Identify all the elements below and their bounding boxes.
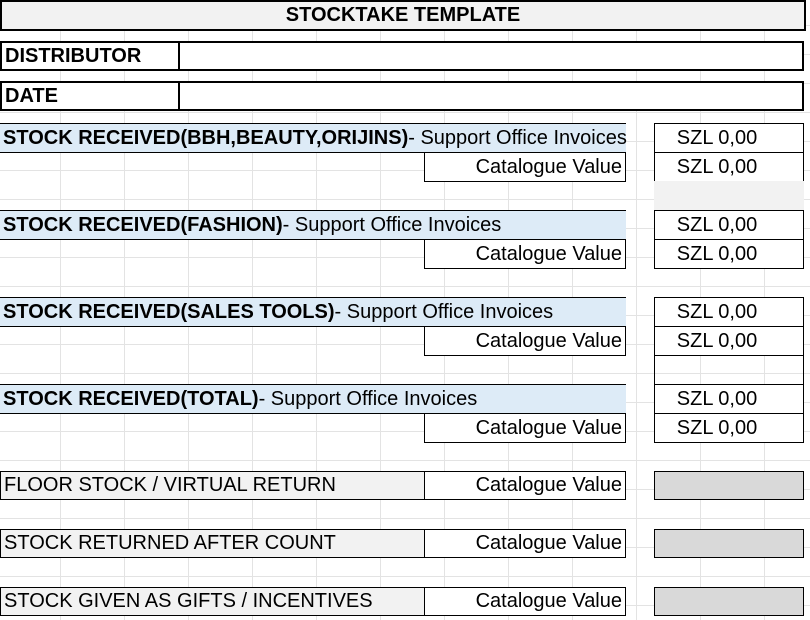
catalogue-value-label: Catalogue Value [424,587,626,616]
catalogue-value-label: Catalogue Value [424,152,626,182]
distributor-input[interactable] [178,41,804,71]
catalogue-value-cell[interactable]: SZL 0,00 [654,413,804,443]
floor-stock-label: FLOOR STOCK / VIRTUAL RETURN [0,471,426,500]
section-title: STOCK RECEIVED(BBH,BEAUTY,ORIJINS) [3,126,409,149]
section-fashion: STOCK RECEIVED(FASHION) - Support Office… [0,210,626,240]
catalogue-value-cell[interactable]: SZL 0,00 [654,326,804,356]
invoice-value-cell[interactable]: SZL 0,00 [654,123,804,153]
invoice-value-cell[interactable]: SZL 0,00 [654,210,804,240]
section-title: STOCK RECEIVED(TOTAL) [3,387,259,410]
stock-gifts-value-cell[interactable] [654,587,804,616]
invoice-value-cell[interactable]: SZL 0,00 [654,297,804,327]
section-title: STOCK RECEIVED(FASHION) [3,213,283,236]
spacer-cell [654,181,804,210]
stock-returned-value-cell[interactable] [654,529,804,558]
catalogue-value-cell[interactable]: SZL 0,00 [654,239,804,269]
catalogue-value-label: Catalogue Value [424,529,626,558]
catalogue-value-label: Catalogue Value [424,326,626,356]
catalogue-value-label: Catalogue Value [424,471,626,500]
catalogue-value-cell[interactable]: SZL 0,00 [654,152,804,182]
catalogue-value-label: Catalogue Value [424,413,626,443]
date-label: DATE [0,81,180,111]
date-input[interactable] [178,81,804,111]
section-subtitle: - Support Office Invoices [334,300,554,323]
stock-returned-label: STOCK RETURNED AFTER COUNT [0,529,426,558]
sheet-title: STOCKTAKE TEMPLATE [0,0,806,31]
distributor-label: DISTRIBUTOR [0,41,180,71]
section-title: STOCK RECEIVED(SALES TOOLS) [3,300,335,323]
section-total: STOCK RECEIVED(TOTAL) - Support Office I… [0,384,626,414]
floor-stock-value-cell[interactable] [654,471,804,500]
section-bbh-beauty-orijins: STOCK RECEIVED(BBH,BEAUTY,ORIJINS) - Sup… [0,123,627,153]
catalogue-value-label: Catalogue Value [424,239,626,269]
invoice-value-cell[interactable]: SZL 0,00 [654,384,804,414]
section-subtitle: - Support Office Invoices [282,213,502,236]
section-subtitle: - Support Office Invoices [258,387,478,410]
section-subtitle: - Support Office Invoices [408,126,627,149]
spacer-cell [654,355,804,384]
section-sales-tools: STOCK RECEIVED(SALES TOOLS) - Support Of… [0,297,626,327]
stock-gifts-label: STOCK GIVEN AS GIFTS / INCENTIVES [0,587,426,616]
